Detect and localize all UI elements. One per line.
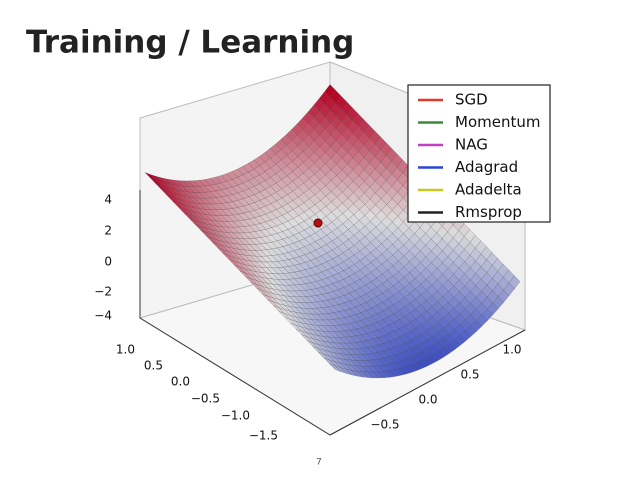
z_ticks-label: 4: [104, 193, 112, 207]
page-number: 7: [316, 458, 322, 468]
surface: [144, 84, 521, 379]
legend-label: Adagrad: [455, 158, 518, 176]
z_ticks-label: −2: [94, 285, 112, 299]
y_ticks-label: 0.0: [418, 393, 437, 407]
tick-labels: 420−2−41.00.50.0−0.5−1.0−1.51.00.50.0−0.…: [94, 193, 521, 443]
x_ticks-label: −1.0: [221, 409, 250, 423]
y-axis: [329, 329, 526, 436]
x_ticks-label: 0.5: [144, 359, 163, 373]
legend-label: SGD: [455, 91, 488, 109]
y_ticks-label: 0.5: [460, 368, 479, 382]
x_ticks-label: 1.0: [116, 343, 135, 357]
x-axis: [139, 317, 331, 436]
start-point: [313, 218, 323, 228]
legend: SGD Momentum NAG Adagrad Adadelta Rmsprop: [418, 91, 540, 221]
x_ticks-label: −1.5: [249, 429, 278, 443]
z_ticks-label: −4: [94, 309, 112, 323]
z_ticks-label: 2: [104, 224, 112, 238]
legend-label: Rmsprop: [455, 203, 522, 221]
legend-label: Momentum: [455, 113, 540, 131]
slide-title: Training / Learning: [26, 25, 354, 61]
legend-label: Adadelta: [455, 181, 522, 199]
z_ticks-label: 0: [104, 255, 112, 269]
surface-patch: [329, 363, 341, 372]
y_ticks-label: −0.5: [370, 418, 399, 432]
x_ticks-label: −0.5: [191, 392, 220, 406]
legend-label: NAG: [455, 136, 488, 154]
y_ticks-label: 1.0: [502, 343, 521, 357]
x_ticks-label: 0.0: [171, 375, 190, 389]
legend-box: [407, 84, 551, 223]
